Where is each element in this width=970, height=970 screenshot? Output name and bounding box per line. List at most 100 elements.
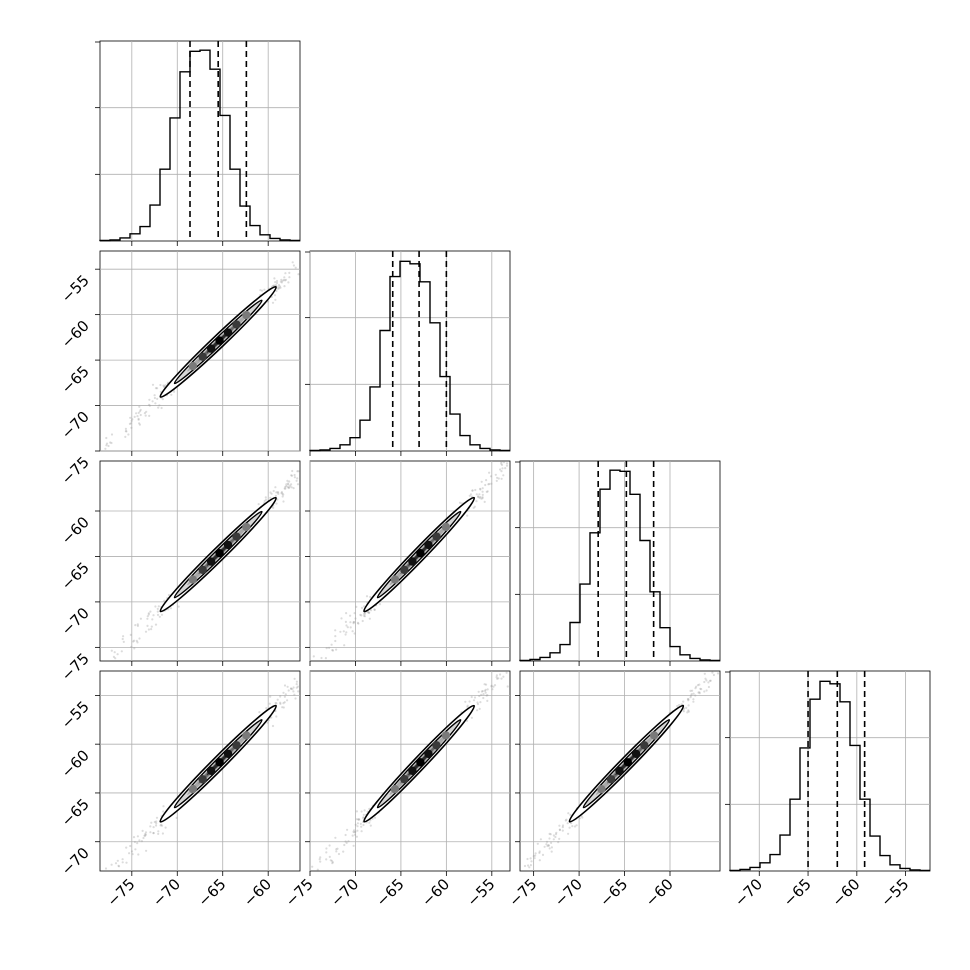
scatter-point [292,686,295,689]
scatter-point [692,698,695,701]
scatter-point [573,825,577,828]
scatter-point [480,497,483,500]
scatter-point [331,861,334,864]
scatter-point [496,476,499,479]
scatter-point [334,629,337,632]
scatter-point [273,277,276,280]
scatter-point [271,301,275,304]
scatter-point [292,264,295,267]
scatter-point [344,840,347,843]
scatter-point [698,691,701,694]
scatter-point [534,852,537,855]
scatter-point [156,613,160,617]
scatter-point [356,822,359,825]
scatter-point [569,813,572,817]
scatter-point [360,810,363,813]
density-blob [649,731,659,740]
scatter-point [334,836,337,839]
scatter-point [685,706,688,710]
scatter-point [703,680,706,684]
scatter-point [144,832,147,836]
scatter-point [147,403,151,406]
scatter-point [690,693,693,696]
scatter-point [558,828,562,832]
scatter-point [363,809,366,812]
scatter-point [481,490,484,493]
scatter-point [545,840,549,844]
scatter-point [152,614,155,617]
density-blob [400,775,409,784]
scatter-point [275,715,278,718]
scatter-point [368,611,371,614]
scatter-point [500,461,503,464]
scatter-point [275,279,279,283]
histogram-step [729,680,930,872]
scatter-point [156,607,159,611]
scatter-point [133,415,136,418]
scatter-point [277,286,280,289]
scatter-point [466,719,469,723]
scatter-point [157,406,160,409]
scatter-point [155,822,158,825]
density-blob [215,758,224,767]
scatter-point [469,493,473,496]
scatter-point [547,844,550,847]
scatter-point [296,685,299,688]
scatter-point [270,492,273,495]
scatter-point [331,649,334,652]
scatter-point [689,689,692,693]
scatter-point [529,857,532,860]
scatter-point [146,615,149,618]
scatter-point [373,816,377,819]
scatter-point [491,688,494,691]
scatter-point [138,410,142,413]
scatter-point [285,483,288,486]
scatter-point [145,410,148,413]
scatter-point [116,859,119,862]
scatter-point [368,617,371,620]
scatter-point [682,710,685,713]
scatter-point [533,857,536,860]
scatter-point [282,278,285,281]
density-blob [623,758,632,767]
scatter-point [275,702,278,705]
scatter-point [552,838,555,841]
x-tick-label: −55 [877,875,912,910]
scatter-point [529,864,533,867]
scatter-point [554,833,558,836]
scatter-point [558,828,562,831]
scatter-point [696,684,700,687]
scatter-point [281,495,284,498]
scatter-point [133,840,136,844]
axes-frame [99,670,301,872]
scatter-point [155,824,158,827]
scatter-point [136,842,139,845]
scatter-point [564,819,567,822]
scatter-point [694,687,697,690]
scatter-point [117,864,120,867]
scatter-point [378,603,382,606]
axes-1-0: −75 −70 −65 −60 −55 [58,250,301,488]
scatter-point [131,853,134,856]
density-blob [215,336,224,345]
scatter-point [159,824,162,827]
scatter-point [124,435,127,438]
scatter-point [137,411,140,414]
scatter-point [128,422,131,425]
scatter-point [154,402,157,405]
scatter-point [282,702,285,705]
scatter-point [275,289,278,293]
scatter-point [276,498,279,501]
scatter-point [296,470,299,473]
scatter-point [281,279,284,282]
scatter-point [150,628,153,631]
scatter-point [474,488,477,492]
scatter-point [561,829,564,832]
scatter-point [289,484,292,487]
scatter-point [132,640,135,643]
scatter-point [138,839,141,842]
scatter-point [130,426,133,429]
scatter-point [352,621,355,624]
density-blob [206,557,216,566]
